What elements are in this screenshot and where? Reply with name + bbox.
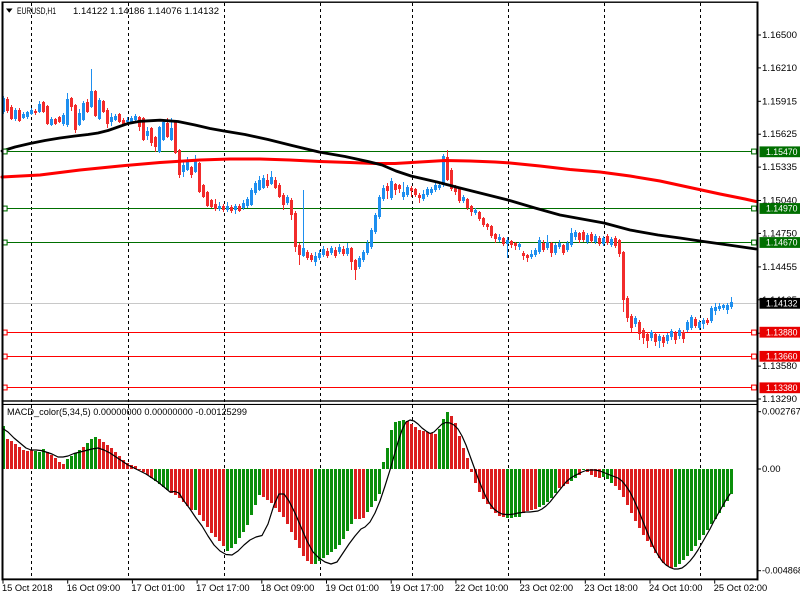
svg-text:1.16210: 1.16210 — [762, 63, 797, 74]
svg-text:1.15335: 1.15335 — [762, 162, 797, 173]
svg-text:15 Oct 2018: 15 Oct 2018 — [2, 583, 53, 594]
svg-text:1.13660: 1.13660 — [766, 351, 798, 362]
svg-text:17 Oct 01:00: 17 Oct 01:00 — [131, 583, 185, 594]
svg-text:1.15470: 1.15470 — [766, 147, 798, 158]
svg-text:19 Oct 01:00: 19 Oct 01:00 — [326, 583, 380, 594]
svg-text:23 Oct 02:00: 23 Oct 02:00 — [520, 583, 574, 594]
svg-text:1.15625: 1.15625 — [762, 129, 797, 140]
svg-text:1.14132: 1.14132 — [766, 298, 798, 309]
svg-text:1.16500: 1.16500 — [762, 30, 797, 41]
svg-text:1.15915: 1.15915 — [762, 96, 797, 107]
svg-text:0.0027675: 0.0027675 — [762, 407, 800, 418]
svg-text:16 Oct 09:00: 16 Oct 09:00 — [67, 583, 121, 594]
svg-text:23 Oct 18:00: 23 Oct 18:00 — [584, 583, 638, 594]
svg-text:19 Oct 17:00: 19 Oct 17:00 — [390, 583, 444, 594]
svg-text:1.15040: 1.15040 — [762, 196, 797, 207]
svg-text:1.13290: 1.13290 — [762, 394, 797, 405]
svg-text:-0.0048685: -0.0048685 — [762, 566, 800, 577]
svg-text:1.14455: 1.14455 — [762, 262, 797, 273]
svg-text:1.14750: 1.14750 — [762, 228, 797, 239]
svg-text:1.13380: 1.13380 — [766, 383, 798, 394]
svg-text:1.13580: 1.13580 — [762, 361, 797, 372]
svg-text:EURUSD,H1: EURUSD,H1 — [17, 6, 56, 17]
svg-text:1.14670: 1.14670 — [766, 238, 798, 249]
svg-text:1.14122 1.14186 1.14076 1.1413: 1.14122 1.14186 1.14076 1.14132 — [73, 6, 219, 17]
svg-text:0.00: 0.00 — [762, 464, 781, 475]
svg-text:24 Oct 10:00: 24 Oct 10:00 — [649, 583, 703, 594]
svg-text:18 Oct 09:00: 18 Oct 09:00 — [261, 583, 315, 594]
svg-text:22 Oct 10:00: 22 Oct 10:00 — [455, 583, 509, 594]
svg-text:1.14970: 1.14970 — [766, 204, 798, 215]
svg-text:25 Oct 02:00: 25 Oct 02:00 — [714, 583, 768, 594]
svg-text:MACD_color(5,34,5) 0.00000000: MACD_color(5,34,5) 0.00000000 0.00000000… — [7, 407, 247, 418]
svg-text:17 Oct 17:00: 17 Oct 17:00 — [196, 583, 250, 594]
svg-text:1.13880: 1.13880 — [766, 327, 798, 338]
